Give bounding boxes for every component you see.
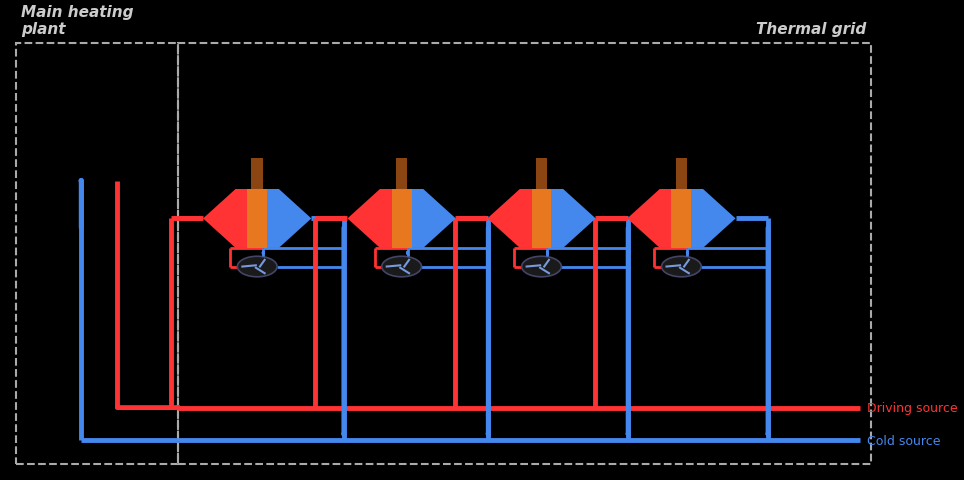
Bar [672,190,691,248]
Polygon shape [347,190,402,248]
Polygon shape [542,190,596,248]
Polygon shape [203,190,257,248]
Circle shape [661,257,701,277]
Polygon shape [682,190,736,248]
Bar [391,190,412,248]
Bar [252,158,263,198]
Circle shape [237,257,277,277]
Polygon shape [257,190,311,248]
Bar [531,190,551,248]
Bar [16,44,177,464]
Polygon shape [488,190,542,248]
Bar [676,158,687,198]
Polygon shape [628,190,682,248]
Polygon shape [402,190,456,248]
Text: Thermal grid: Thermal grid [756,22,867,37]
Bar [177,44,870,464]
Bar [396,158,408,198]
Text: Main heating
plant: Main heating plant [21,5,133,37]
Circle shape [522,257,561,277]
Text: Cold source: Cold source [868,434,941,447]
Text: Driving source: Driving source [868,401,958,414]
Bar [248,190,267,248]
Bar [536,158,548,198]
Circle shape [382,257,421,277]
